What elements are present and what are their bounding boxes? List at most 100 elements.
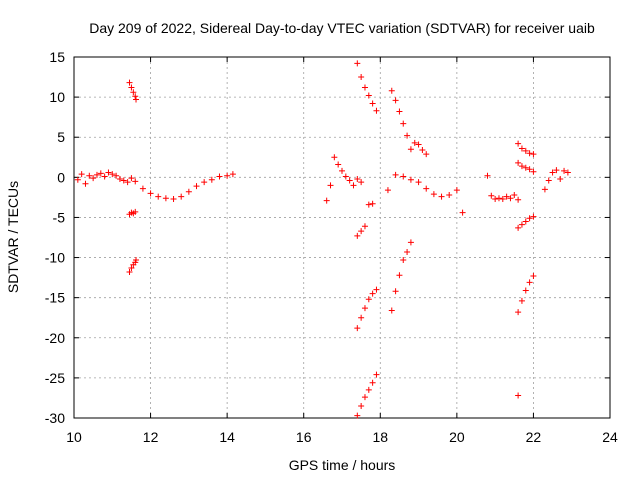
data-point	[132, 208, 139, 215]
y-tick-label: 15	[49, 49, 65, 65]
data-point	[515, 392, 522, 399]
data-point	[511, 191, 518, 198]
data-point	[361, 305, 368, 312]
data-point	[116, 175, 123, 182]
series-deep-a	[354, 371, 380, 419]
data-point	[369, 290, 376, 297]
data-point	[358, 179, 365, 186]
data-point	[522, 147, 529, 154]
data-point	[354, 412, 361, 419]
data-point	[518, 297, 525, 304]
data-point	[139, 185, 146, 192]
series-drop-b	[388, 239, 414, 314]
data-point	[526, 279, 533, 286]
data-point	[113, 172, 120, 179]
data-point	[423, 185, 430, 192]
x-tick-label: 20	[449, 429, 465, 445]
data-point	[453, 187, 460, 194]
data-point	[396, 108, 403, 115]
data-point	[557, 175, 564, 182]
data-point	[415, 141, 422, 148]
data-point	[229, 171, 236, 178]
data-point	[170, 195, 177, 202]
data-point	[74, 176, 81, 183]
data-point	[419, 147, 426, 154]
data-point	[404, 248, 411, 255]
y-tick-label: -30	[45, 410, 65, 426]
data-point	[86, 172, 93, 179]
data-point	[518, 145, 525, 152]
data-points	[74, 60, 571, 419]
data-point	[373, 286, 380, 293]
grid-lines	[74, 57, 610, 418]
x-tick-label: 18	[372, 429, 388, 445]
data-point	[515, 309, 522, 316]
chart-title: Day 209 of 2022, Sidereal Day-to-day VTE…	[89, 20, 595, 36]
data-point	[361, 223, 368, 230]
series-dip	[139, 171, 236, 202]
data-point	[358, 74, 365, 81]
data-point	[354, 175, 361, 182]
data-point	[515, 159, 522, 166]
data-point	[404, 132, 411, 139]
data-point	[346, 177, 353, 184]
data-point	[120, 177, 127, 184]
series-block-a	[323, 154, 365, 204]
data-point	[388, 307, 395, 314]
data-point	[365, 296, 372, 303]
data-point	[358, 228, 365, 235]
data-point	[459, 209, 466, 216]
y-axis-label: SDTVAR / TECUs	[5, 181, 21, 293]
data-point	[392, 171, 399, 178]
data-point	[342, 173, 349, 180]
y-tick-label: -5	[53, 209, 66, 225]
data-point	[82, 180, 89, 187]
y-tick-label: -25	[45, 370, 65, 386]
data-point	[126, 79, 133, 86]
y-tick-label: -15	[45, 290, 65, 306]
data-point	[518, 163, 525, 170]
series-block-c	[484, 172, 522, 203]
data-point	[128, 84, 135, 91]
data-point	[147, 190, 154, 197]
y-tick-label: -20	[45, 330, 65, 346]
data-point	[530, 168, 537, 175]
series-right-rise	[515, 140, 537, 158]
data-point	[530, 213, 537, 220]
axis-ticks	[73, 56, 611, 419]
data-point	[438, 193, 445, 200]
data-point	[124, 179, 131, 186]
data-point	[354, 60, 361, 67]
data-point	[430, 191, 437, 198]
data-point	[105, 169, 112, 176]
data-point	[515, 196, 522, 203]
data-point	[369, 379, 376, 386]
data-point	[133, 96, 140, 103]
series-right-low	[515, 213, 537, 231]
data-point	[350, 182, 357, 189]
data-point	[323, 197, 330, 204]
data-point	[515, 224, 522, 231]
data-point	[178, 193, 185, 200]
x-tick-labels: 10 12 14 16 18 20 22 24	[66, 429, 618, 445]
data-point	[526, 166, 533, 173]
series-low-a	[354, 200, 376, 239]
data-point	[545, 177, 552, 184]
data-point	[522, 218, 529, 225]
data-point	[128, 175, 135, 182]
data-point	[392, 97, 399, 104]
data-point	[541, 186, 548, 193]
data-point	[518, 221, 525, 228]
data-point	[90, 175, 97, 182]
data-point	[369, 100, 376, 107]
data-point	[400, 256, 407, 263]
data-point	[492, 195, 499, 202]
data-point	[132, 93, 139, 100]
data-point	[327, 182, 334, 189]
data-point	[396, 272, 403, 279]
series-end-block	[541, 167, 571, 193]
data-point	[331, 154, 338, 161]
series-rise-1	[126, 79, 140, 103]
data-point	[526, 150, 533, 157]
